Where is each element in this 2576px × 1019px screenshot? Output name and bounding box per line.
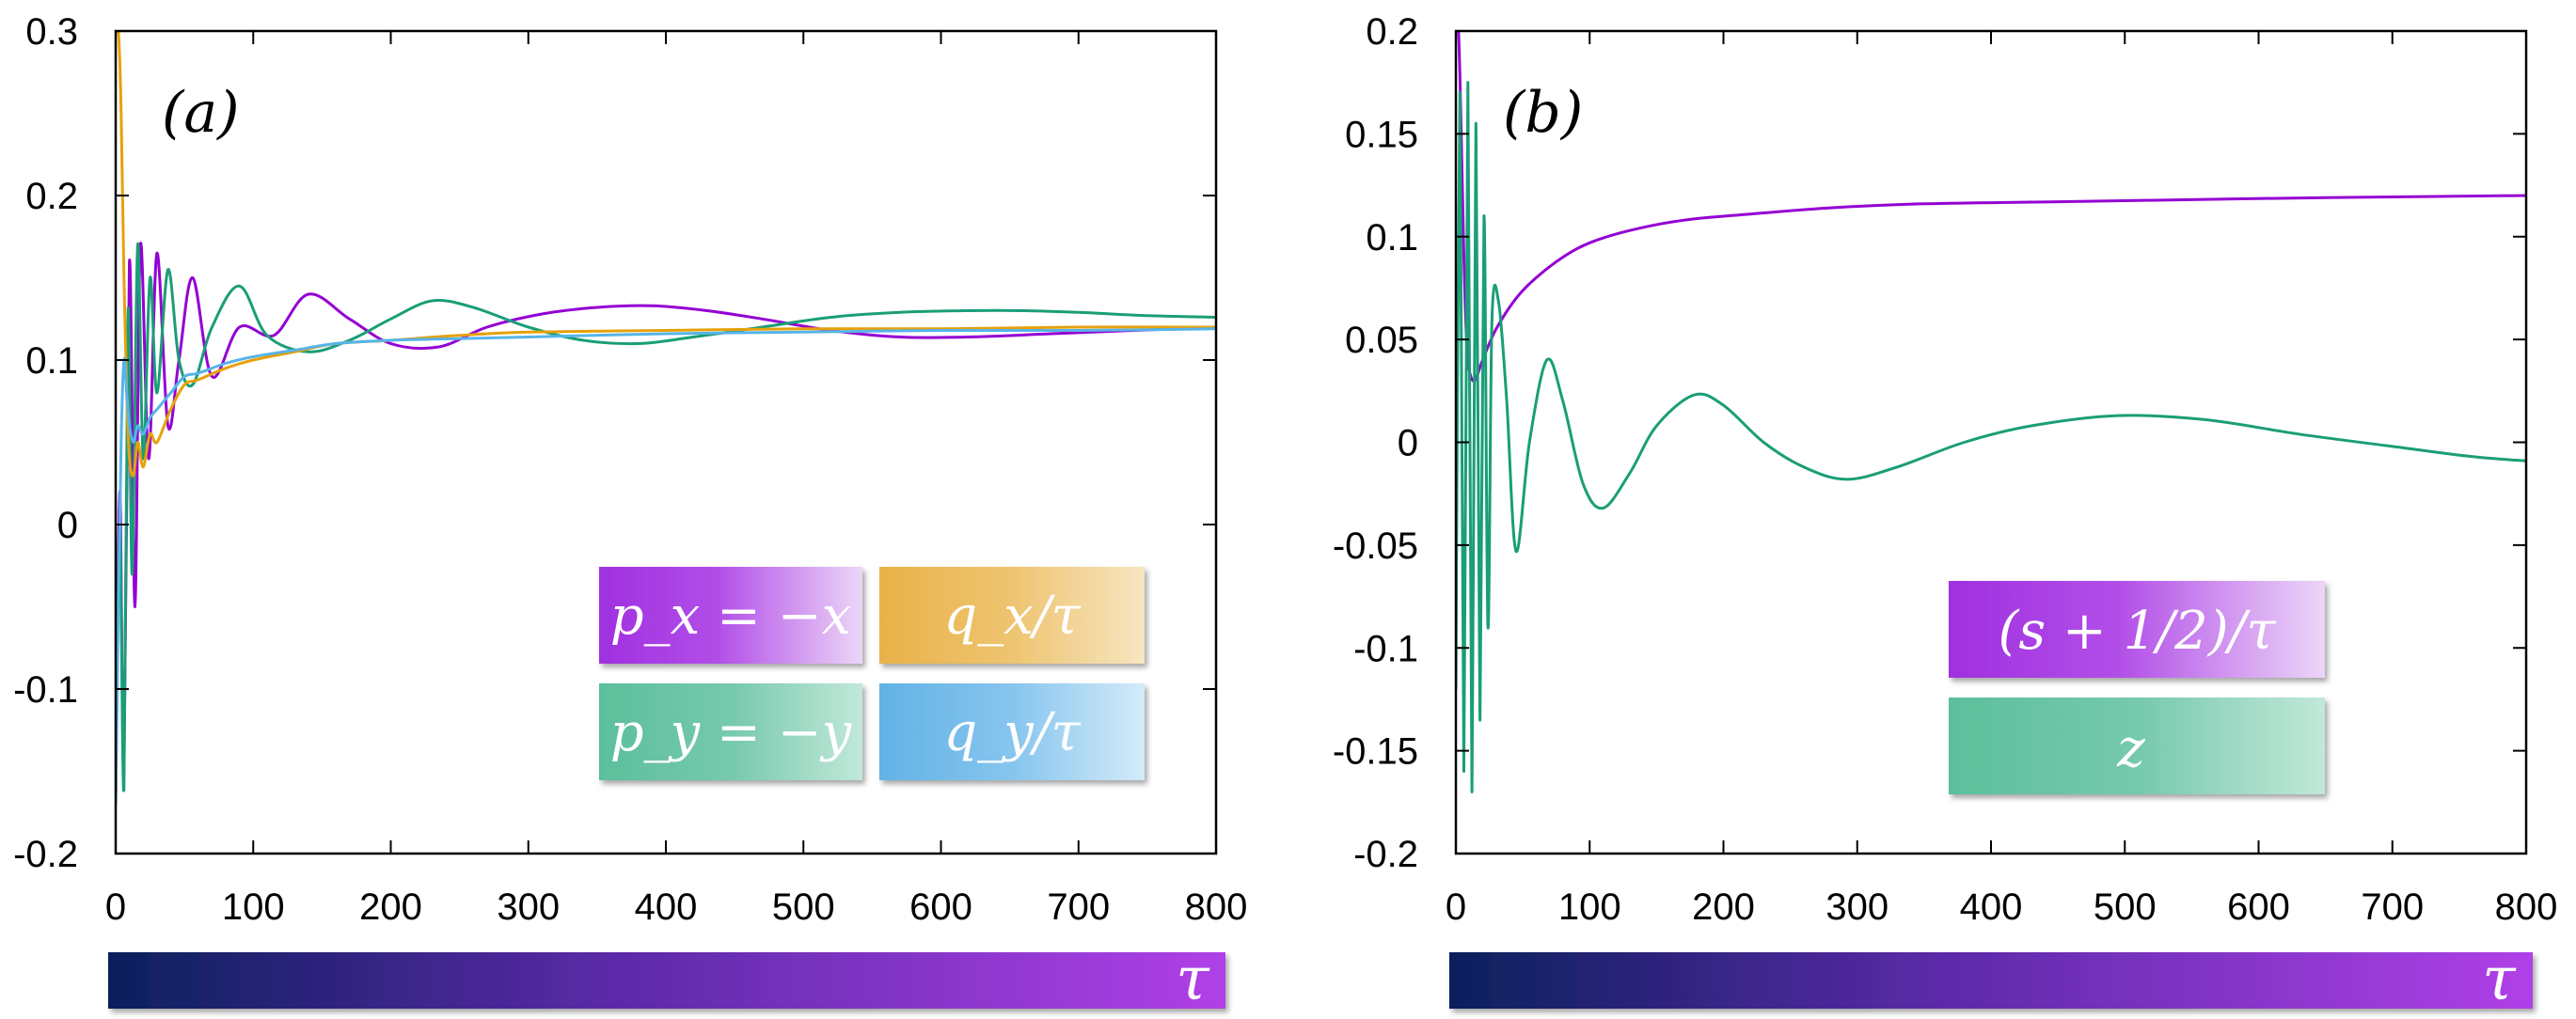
- x-tick-label: 100: [1558, 886, 1621, 928]
- tau-label-b: τ: [2482, 945, 2517, 1014]
- y-tick-label: 0.1: [1366, 217, 1418, 259]
- legend-label-py: p_y = −y: [610, 702, 853, 763]
- legend-entry-py: p_y = −y: [599, 683, 862, 780]
- series-line-a-2: [116, 31, 1216, 478]
- tau-bar-b: τ: [1449, 945, 2533, 1014]
- legend-entry-z: z: [1949, 698, 2325, 794]
- x-tick-label: 600: [909, 886, 972, 928]
- y-tick-label: 0: [1398, 423, 1418, 464]
- x-tick-label: 300: [1825, 886, 1889, 928]
- y-tick-label: -0.15: [1333, 731, 1418, 773]
- y-tick-label: 0: [57, 505, 78, 546]
- y-tick-label: -0.05: [1333, 525, 1418, 567]
- series-lines-b: [1456, 31, 2526, 793]
- series-lines-a: [116, 31, 1216, 805]
- x-tick-label: 500: [2094, 886, 2157, 928]
- y-tick-label: 0.15: [1345, 114, 1418, 155]
- series-line-a-1: [116, 243, 1216, 805]
- x-tick-label: 300: [497, 886, 560, 928]
- panel-b: 0 100 200 300 400 500 600 700 800 -0.2 -0.15 -0.1 -0…: [1333, 11, 2558, 1014]
- legend-a: p_x = −x q_x/τ p_y = −y q_y/τ: [599, 567, 1145, 780]
- x-tick-label: 500: [772, 886, 835, 928]
- x-tick-label: 0: [105, 886, 126, 928]
- y-tick-label: 0.05: [1345, 320, 1418, 361]
- axis-ticks-b: 0 100 200 300 400 500 600 700 800 -0.2 -0.15 -0.1 -0…: [1333, 11, 2558, 928]
- legend-label-s: (s + 1/2)/τ: [1999, 601, 2277, 662]
- x-tick-label: 400: [635, 886, 698, 928]
- legend-entry-qy: q_y/τ: [879, 683, 1145, 780]
- x-tick-label: 400: [1960, 886, 2023, 928]
- series-line-b-1: [1456, 81, 2526, 793]
- legend-entry-s: (s + 1/2)/τ: [1949, 581, 2325, 678]
- panel-label-a: (a): [162, 80, 240, 146]
- series-line-a-0: [116, 242, 1216, 789]
- panel-label-b: (b): [1503, 80, 1583, 146]
- legend-entry-qx: q_x/τ: [879, 567, 1145, 664]
- y-tick-label: 0.3: [25, 11, 78, 53]
- x-tick-label: 800: [2495, 886, 2558, 928]
- legend-label-z: z: [2116, 718, 2145, 779]
- x-tick-label: 200: [1692, 886, 1755, 928]
- x-tick-label: 600: [2227, 886, 2290, 928]
- y-tick-label: -0.2: [13, 834, 78, 875]
- tau-label-a: τ: [1176, 945, 1210, 1014]
- y-tick-label: -0.1: [1353, 628, 1418, 669]
- x-tick-label: 200: [359, 886, 422, 928]
- tau-bar-a: τ: [108, 945, 1225, 1014]
- series-line-a-3: [116, 327, 1216, 805]
- legend-label-px: p_x = −x: [610, 586, 851, 647]
- y-tick-label: 0.2: [25, 176, 78, 217]
- legend-b: (s + 1/2)/τ z: [1949, 581, 2325, 794]
- series-line-b-0: [1456, 31, 2526, 383]
- x-tick-label: 800: [1185, 886, 1248, 928]
- x-tick-label: 700: [1047, 886, 1110, 928]
- y-tick-label: 0.1: [25, 340, 78, 382]
- y-tick-label: 0.2: [1366, 11, 1418, 53]
- y-tick-label: -0.2: [1353, 834, 1418, 875]
- legend-label-qy: q_y/τ: [943, 702, 1081, 763]
- panel-a: 0 100 200 300 400 500 600 700 800 -0.2 -0.1 0 0.1 0.2…: [13, 11, 1247, 1014]
- y-tick-label: -0.1: [13, 669, 78, 711]
- legend-label-qx: q_x/τ: [943, 586, 1081, 647]
- x-tick-label: 0: [1446, 886, 1466, 928]
- axis-ticks-a: 0 100 200 300 400 500 600 700 800 -0.2 -0.1 0 0.1 0.2…: [13, 11, 1247, 928]
- x-tick-label: 700: [2361, 886, 2424, 928]
- x-tick-label: 100: [222, 886, 285, 928]
- legend-entry-px: p_x = −x: [599, 567, 862, 664]
